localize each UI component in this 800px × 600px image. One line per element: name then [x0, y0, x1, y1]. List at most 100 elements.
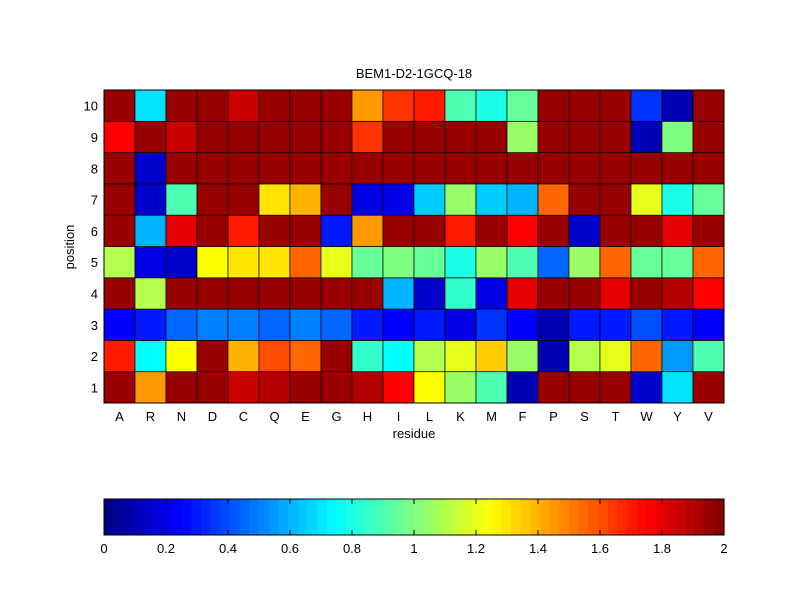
heatmap-cell	[537, 89, 570, 122]
heatmap-cell	[444, 214, 477, 247]
x-tick-label: A	[115, 409, 124, 424]
heatmap-cell	[630, 89, 663, 122]
heatmap-cell	[692, 277, 725, 310]
heatmap-cell	[165, 246, 198, 279]
heatmap-cell	[599, 183, 632, 216]
colorbar-segment	[123, 499, 134, 535]
heatmap-cell	[134, 152, 167, 185]
heatmap-cell	[382, 246, 415, 279]
colorbar-segment	[549, 499, 560, 535]
heatmap-cell	[413, 214, 446, 247]
heatmap-cell	[351, 183, 384, 216]
heatmap-cell	[475, 246, 508, 279]
heatmap-cell	[103, 371, 136, 404]
colorbar-segment	[588, 499, 599, 535]
colorbar-segment	[510, 499, 522, 535]
colorbar-tick-label: 1.2	[467, 541, 485, 556]
heatmap-cell	[258, 246, 291, 279]
heatmap-cell	[630, 340, 663, 373]
heatmap-cell	[599, 152, 632, 185]
heatmap-cell	[134, 277, 167, 310]
heatmap-cell	[475, 371, 508, 404]
colorbar-segment	[336, 499, 347, 535]
heatmap-cell	[258, 277, 291, 310]
colorbar-segment	[355, 499, 367, 535]
heatmap-cell	[351, 277, 384, 310]
heatmap-cell	[413, 120, 446, 153]
heatmap-cell	[630, 277, 663, 310]
heatmap-cell	[227, 152, 260, 185]
colorbar-tick-label: 2	[720, 541, 727, 556]
heatmap-cell	[258, 340, 291, 373]
heatmap-cell	[413, 277, 446, 310]
heatmap-cell	[568, 183, 601, 216]
heatmap-cell	[599, 340, 632, 373]
heatmap-cell	[599, 308, 632, 341]
colorbar-tick-label: 1	[410, 541, 417, 556]
heatmap-cell	[537, 340, 570, 373]
heatmap-cell	[475, 308, 508, 341]
colorbar-segment	[481, 499, 493, 535]
heatmap-cell	[568, 214, 601, 247]
heatmap-cell	[599, 246, 632, 279]
y-tick-label: 7	[91, 193, 98, 208]
colorbar-segment	[530, 499, 541, 535]
heatmap-cell	[258, 89, 291, 122]
heatmap-cell	[382, 277, 415, 310]
heatmap-cell	[320, 246, 353, 279]
heatmap-cell	[630, 308, 663, 341]
heatmap-cell	[165, 183, 198, 216]
heatmap-cell	[382, 214, 415, 247]
heatmap-cell	[351, 308, 384, 341]
colorbar-segment	[714, 499, 725, 535]
colorbar-tick-label: 0.6	[281, 541, 299, 556]
colorbar-segment	[133, 499, 144, 535]
heatmap-cell	[165, 308, 198, 341]
heatmap-cell	[258, 183, 291, 216]
y-axis-label: position	[62, 225, 77, 270]
heatmap-cell	[692, 152, 725, 185]
heatmap-cell	[289, 340, 322, 373]
colorbar-segment	[210, 499, 221, 535]
colorbar-segment	[578, 499, 589, 535]
colorbar-segment	[288, 499, 299, 535]
heatmap-cell	[103, 277, 136, 310]
heatmap-cell	[289, 277, 322, 310]
colorbar-segment	[307, 499, 318, 535]
colorbar-segment	[656, 499, 667, 535]
heatmap-cell	[568, 308, 601, 341]
heatmap-cell	[351, 152, 384, 185]
x-tick-label: W	[640, 409, 653, 424]
heatmap-cell	[351, 89, 384, 122]
heatmap-cell	[537, 308, 570, 341]
colorbar-segment	[636, 499, 648, 535]
heatmap-cell	[227, 120, 260, 153]
heatmap-cell	[692, 183, 725, 216]
heatmap-cell	[320, 214, 353, 247]
heatmap-cell	[351, 246, 384, 279]
heatmap-cell	[227, 340, 260, 373]
colorbar-segment	[171, 499, 183, 535]
heatmap-cell	[258, 152, 291, 185]
heatmap-cell	[661, 308, 694, 341]
colorbar-segment	[462, 499, 473, 535]
heatmap-cell	[103, 89, 136, 122]
colorbar-segment	[249, 499, 260, 535]
heatmap-cell	[661, 371, 694, 404]
x-tick-label: R	[146, 409, 155, 424]
colorbar-tick-label: 0	[100, 541, 107, 556]
heatmap-cell	[227, 89, 260, 122]
colorbar-segment	[627, 499, 638, 535]
heatmap-cell	[444, 340, 477, 373]
heatmap-cell	[568, 120, 601, 153]
x-axis-label: residue	[393, 426, 436, 441]
heatmap-cell	[630, 214, 663, 247]
heatmap-cell	[103, 246, 136, 279]
y-tick-label: 5	[91, 255, 98, 270]
heatmap-cell	[506, 340, 539, 373]
heatmap-cell	[537, 246, 570, 279]
colorbar-segment	[297, 499, 309, 535]
x-tick-label: H	[363, 409, 372, 424]
colorbar-segment	[607, 499, 619, 535]
colorbar-segment	[685, 499, 696, 535]
